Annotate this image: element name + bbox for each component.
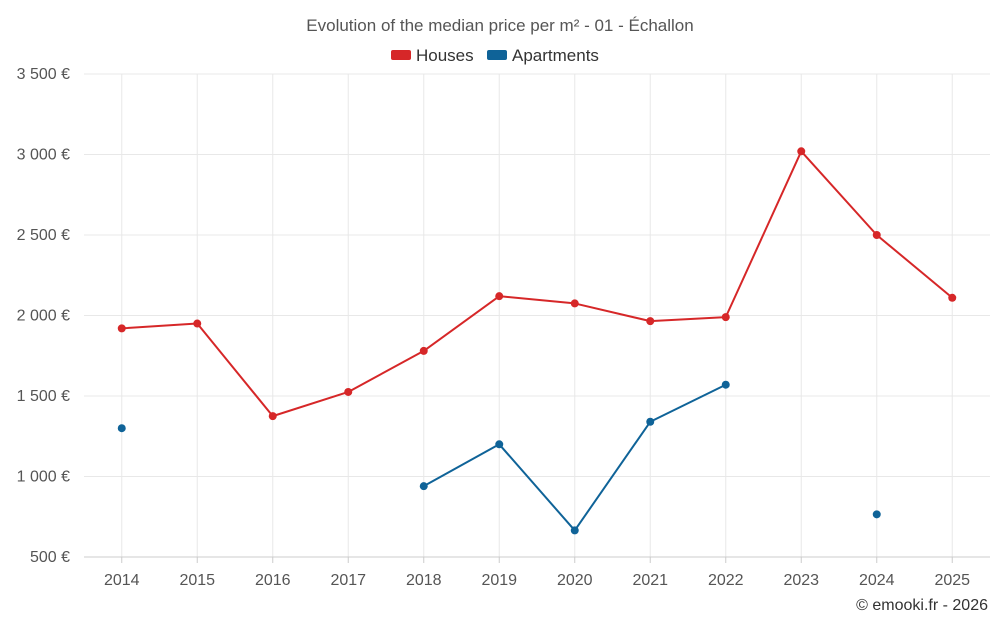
x-tick-label: 2024: [859, 572, 895, 589]
data-point-houses[interactable]: [344, 387, 353, 396]
grid: [84, 73, 990, 557]
series: [117, 147, 957, 535]
data-point-houses[interactable]: [117, 324, 126, 333]
x-tick-label: 2018: [406, 572, 442, 589]
data-point-apartments[interactable]: [721, 380, 730, 389]
y-tick-label: 500 €: [30, 549, 70, 566]
y-tick-label: 2 000 €: [17, 308, 70, 325]
data-point-houses[interactable]: [268, 412, 277, 421]
credit-text: © emooki.fr - 2026: [856, 597, 988, 614]
x-tick-label: 2015: [179, 572, 215, 589]
data-point-houses[interactable]: [570, 299, 579, 308]
chart-title: Evolution of the median price per m² - 0…: [306, 16, 693, 35]
legend-swatch-houses: [391, 50, 411, 60]
data-point-apartments[interactable]: [872, 510, 881, 519]
x-tick-label: 2017: [330, 572, 366, 589]
data-point-houses[interactable]: [721, 313, 730, 322]
series-apartments: [117, 380, 881, 535]
series-houses: [117, 147, 957, 421]
x-tick-label: 2019: [481, 572, 517, 589]
x-tick-label: 2023: [783, 572, 819, 589]
y-tick-label: 3 000 €: [17, 147, 70, 164]
legend-item-houses[interactable]: Houses: [391, 46, 474, 65]
x-tick-label: 2022: [708, 572, 744, 589]
data-point-houses[interactable]: [646, 317, 655, 326]
legend: Houses Apartments: [391, 46, 599, 65]
data-point-houses[interactable]: [948, 293, 957, 302]
series-line-houses: [121, 150, 953, 418]
data-point-houses[interactable]: [872, 231, 881, 239]
data-point-houses[interactable]: [419, 346, 428, 355]
x-tick-label: 2020: [557, 572, 593, 589]
y-tick-label: 3 500 €: [17, 66, 70, 83]
x-tick-label: 2016: [255, 572, 291, 589]
legend-swatch-apartments: [487, 50, 507, 60]
axes: 500 € 1 000 € 1 500 € 2 000 € 2 500 € 3 000 €…: [17, 66, 990, 589]
data-point-houses[interactable]: [495, 292, 504, 301]
y-tick-label: 1 500 €: [17, 388, 70, 405]
x-tick-label: 2014: [104, 572, 140, 589]
data-point-apartments[interactable]: [570, 526, 579, 535]
legend-label-apartments: Apartments: [512, 46, 599, 65]
data-point-apartments[interactable]: [495, 440, 504, 449]
data-point-apartments[interactable]: [117, 424, 126, 433]
legend-label-houses: Houses: [416, 46, 474, 65]
y-tick-label: 2 500 €: [17, 227, 70, 244]
data-point-houses[interactable]: [797, 147, 806, 156]
y-tick-label: 1 000 €: [17, 469, 70, 486]
data-point-apartments[interactable]: [646, 417, 655, 426]
data-point-apartments[interactable]: [419, 482, 428, 491]
legend-item-apartments[interactable]: Apartments: [487, 46, 599, 65]
x-tick-label: 2021: [632, 572, 668, 589]
x-tick-label: 2025: [934, 572, 970, 589]
data-point-houses[interactable]: [193, 319, 202, 328]
